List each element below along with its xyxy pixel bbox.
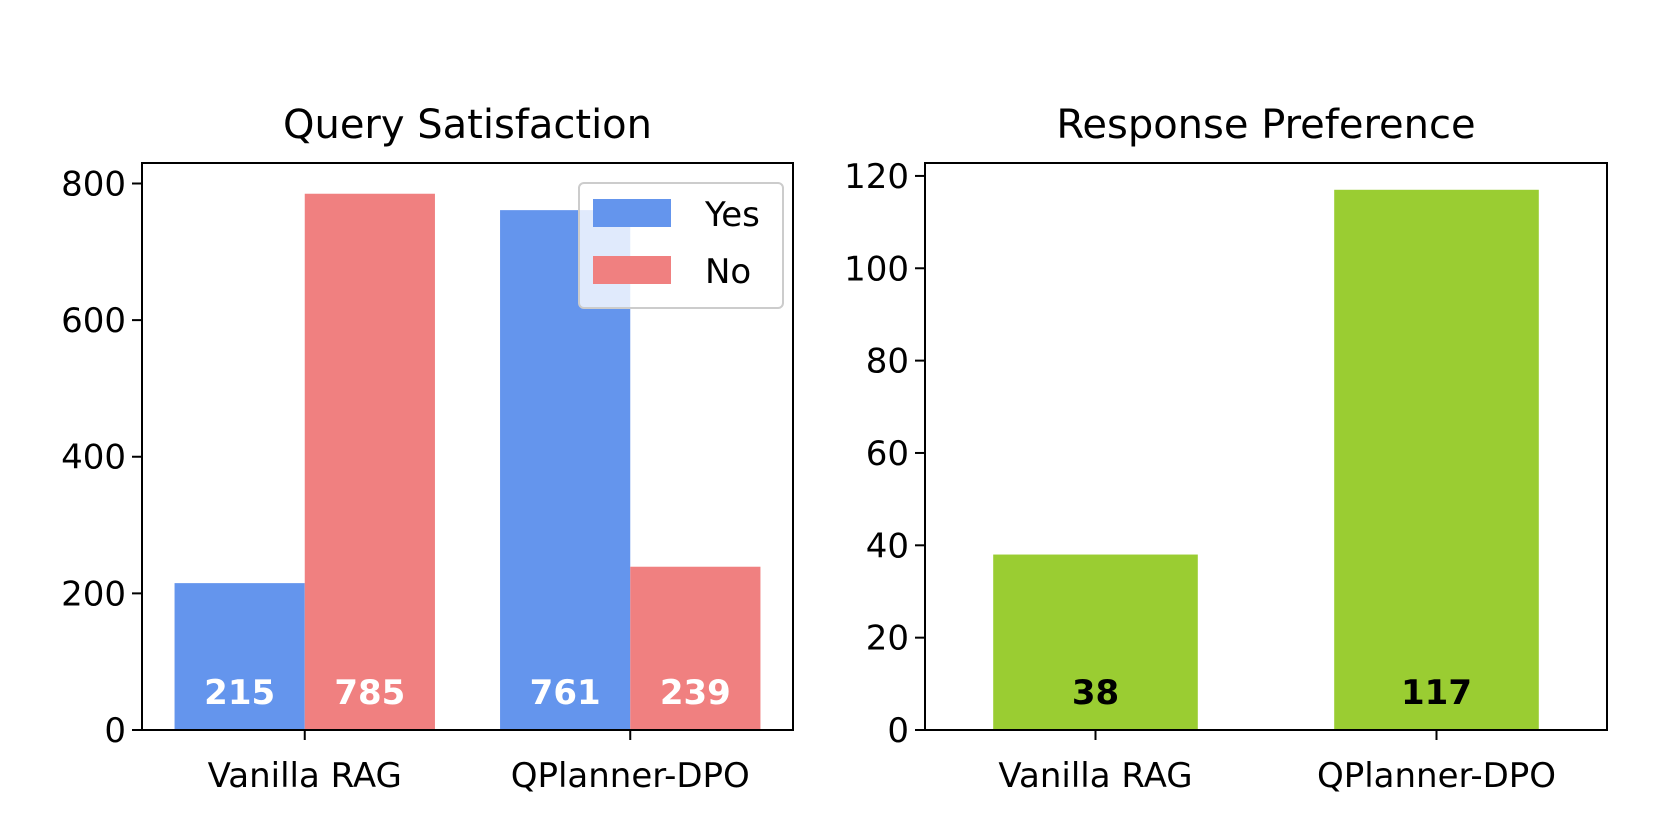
y-tick-label: 0	[887, 711, 909, 751]
axes-frame	[141, 162, 794, 731]
y-tick-label: 60	[866, 434, 909, 474]
x-tick-label: Vanilla RAG	[998, 756, 1192, 796]
bar-yes-vanilla-rag	[174, 583, 305, 730]
y-tick-label: 40	[866, 526, 909, 566]
y-tick-label: 800	[61, 164, 126, 204]
query-satisfaction-chart: Query Satisfaction 215 785 Vanilla RAG 761 23…	[61, 102, 794, 796]
bar-value-label: 215	[204, 673, 275, 713]
bar-no-vanilla-rag	[304, 193, 435, 730]
y-tick-label: 0	[104, 711, 126, 751]
legend: Yes No	[578, 182, 784, 309]
chart-title: Query Satisfaction	[283, 102, 652, 148]
bar-preference-qplanner-dpo	[1334, 189, 1539, 730]
y-tick-label: 20	[866, 619, 909, 659]
bar-value-label: 239	[660, 673, 731, 713]
y-tick-label: 120	[844, 157, 909, 197]
axes-frame	[924, 162, 1608, 731]
bar-value-label: 117	[1401, 673, 1472, 713]
y-tick-label: 600	[61, 301, 126, 341]
y-tick-label: 200	[61, 574, 126, 614]
x-tick-label: QPlanner-DPO	[511, 756, 750, 796]
legend-swatch-yes	[593, 199, 671, 227]
legend-swatch-no	[593, 256, 671, 284]
chart-title: Response Preference	[1056, 102, 1475, 148]
x-tick-label: QPlanner-DPO	[1317, 756, 1556, 796]
bar-preference-vanilla-rag	[993, 554, 1198, 730]
legend-label-yes: Yes	[704, 195, 760, 235]
bar-value-label: 38	[1072, 673, 1119, 713]
bar-value-label: 785	[334, 673, 405, 713]
y-tick-label: 100	[844, 249, 909, 289]
response-preference-chart: Response Preference 38 Vanilla RAG 117 QPlan…	[844, 102, 1608, 796]
y-tick-label: 80	[866, 342, 909, 382]
bar-value-label: 761	[530, 673, 601, 713]
legend-label-no: No	[705, 252, 751, 292]
x-tick-label: Vanilla RAG	[208, 756, 402, 796]
y-tick-label: 400	[61, 438, 126, 478]
bar-no-qplanner-dpo	[630, 566, 761, 730]
